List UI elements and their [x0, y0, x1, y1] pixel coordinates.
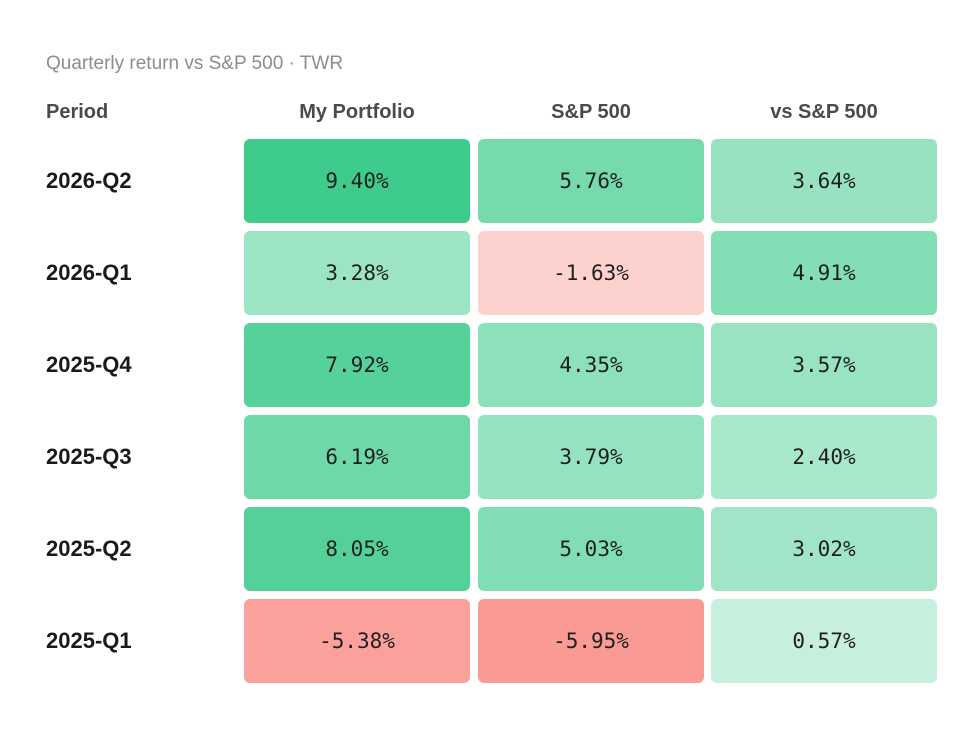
header-period: Period	[46, 101, 109, 123]
heatmap-cell: 3.28%	[244, 231, 470, 315]
header-my-portfolio: My Portfolio	[299, 101, 415, 123]
heatmap-cell: -1.63%	[478, 231, 704, 315]
heatmap-cell: 0.57%	[711, 599, 937, 683]
row-label: 2026-Q2	[46, 168, 132, 193]
heatmap-cell: 9.40%	[244, 139, 470, 223]
header-sp500: S&P 500	[551, 101, 631, 123]
heatmap-cell: 5.76%	[478, 139, 704, 223]
heatmap-cell: 6.19%	[244, 415, 470, 499]
row-label: 2025-Q2	[46, 536, 132, 561]
heatmap-cell: 8.05%	[244, 507, 470, 591]
heatmap-cell: 3.02%	[711, 507, 937, 591]
heatmap-cell: 5.03%	[478, 507, 704, 591]
chart-subtitle: Quarterly return vs S&P 500 · TWR	[46, 53, 344, 74]
heatmap-cell: 3.79%	[478, 415, 704, 499]
heatmap-cell: 3.57%	[711, 323, 937, 407]
heatmap-cell: 3.64%	[711, 139, 937, 223]
heatmap-cell: -5.95%	[478, 599, 704, 683]
heatmap-cell: 7.92%	[244, 323, 470, 407]
row-label: 2025-Q1	[46, 628, 132, 653]
heatmap-cell: 4.91%	[711, 231, 937, 315]
header-vs-sp500: vs S&P 500	[770, 101, 878, 123]
heatmap-cell: -5.38%	[244, 599, 470, 683]
row-label: 2025-Q4	[46, 352, 132, 377]
heatmap-cell: 4.35%	[478, 323, 704, 407]
row-label: 2026-Q1	[46, 260, 132, 285]
row-label: 2025-Q3	[46, 444, 132, 469]
heatmap-cell: 2.40%	[711, 415, 937, 499]
